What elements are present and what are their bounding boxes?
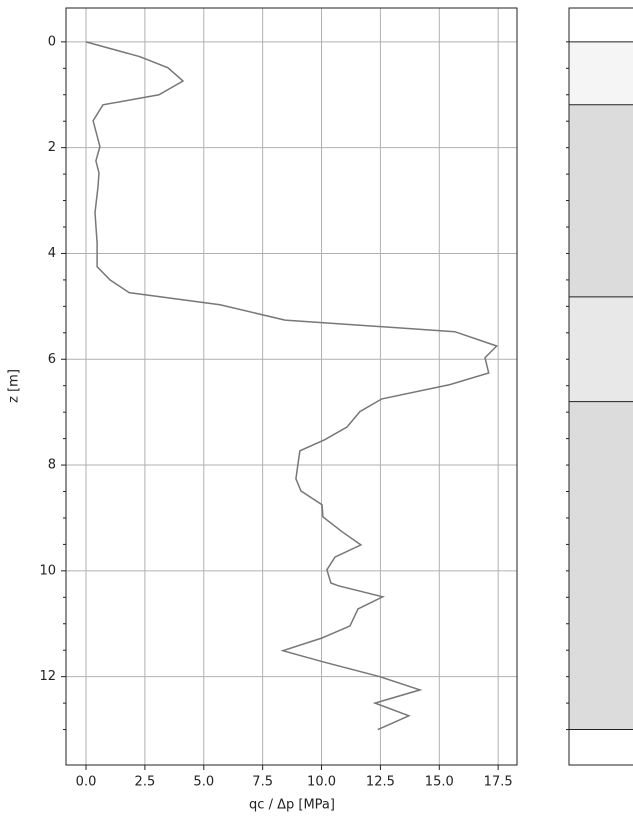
y-tick-label: 8	[48, 458, 56, 473]
x-axis-label: qc / Δp [MPa]	[249, 798, 335, 813]
y-tick-label: 4	[48, 246, 56, 261]
soil-layer	[569, 41, 633, 105]
soil-layer	[569, 401, 633, 730]
x-tick-label: 12.5	[366, 775, 395, 790]
y-axis-label: z [m]	[7, 369, 22, 403]
x-tick-label: 17.5	[484, 775, 513, 790]
x-tick-label: 7.5	[252, 775, 273, 790]
y-tick-label: 12	[39, 669, 56, 684]
x-tick-label: 0.0	[76, 775, 97, 790]
soil-layer	[569, 296, 633, 402]
x-tick-label: 15.0	[425, 775, 454, 790]
soil-layer	[569, 104, 633, 297]
y-tick-label: 2	[48, 140, 56, 155]
plot-frame	[568, 7, 633, 766]
x-tick-label: 5.0	[193, 775, 214, 790]
y-tick-label: 6	[48, 352, 56, 367]
x-tick-label: 2.5	[135, 775, 156, 790]
y-tick-label: 10	[39, 563, 56, 578]
y-tick-label: 0	[48, 34, 56, 49]
x-tick-label: 10.0	[307, 775, 336, 790]
data-line	[85, 41, 499, 731]
plot-frame	[65, 7, 518, 766]
